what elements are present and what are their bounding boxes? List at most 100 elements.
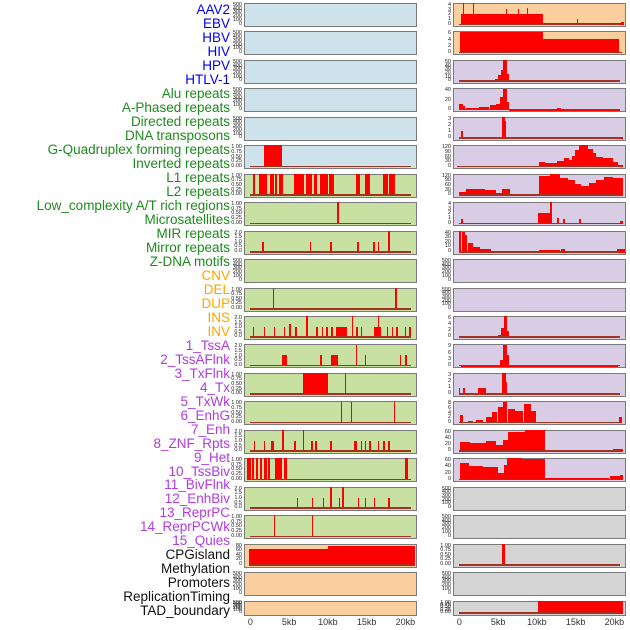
y-axis-label: 100 [232, 45, 242, 52]
data-bar [514, 411, 524, 424]
data-bar [328, 173, 335, 196]
y-axis-label: 30 [444, 234, 451, 241]
track-hpv: 500 400 300 200 100 0 [218, 115, 417, 141]
data-bar [569, 159, 573, 168]
row-label-13-reprpc: 13_ReprPC [159, 505, 230, 521]
y-axis-label: 100 [232, 102, 242, 109]
y-axis-label: 300 [232, 37, 242, 44]
y-axis-label: 300 [441, 578, 451, 585]
y-axis-label: 0.00 [231, 475, 242, 482]
data-bar [461, 131, 463, 139]
y-axis-label: 500 [441, 485, 451, 492]
row-label-hiv: HIV [207, 43, 230, 59]
y-axis-label: 4 [447, 2, 451, 8]
data-bar [395, 287, 397, 310]
y-axis-label: 1.5 [234, 319, 242, 326]
track-ebv: 500 400 300 200 100 0 [218, 31, 417, 56]
data-bar [373, 326, 381, 338]
y-axis-label: 0.0 [234, 333, 242, 340]
track-plot [244, 344, 417, 369]
y-axis-label: 500 [232, 115, 242, 122]
data-bar [507, 458, 523, 481]
data-bar [353, 440, 358, 452]
y-axis-label: 400 [232, 62, 242, 69]
y-axis-label: 4 [447, 36, 451, 43]
track-5-txwk: 120 90 60 30 0 [427, 173, 626, 198]
track-plot [244, 486, 417, 511]
row-label-aav2: AAV2 [196, 2, 230, 17]
y-axis-label: 0 [447, 475, 451, 482]
y-axis-label: 0.50 [231, 409, 242, 416]
data-bar [263, 145, 282, 168]
y-axis-label: 20 [444, 238, 451, 245]
data-bar [579, 145, 589, 168]
data-bar [572, 156, 576, 168]
data-bar [252, 458, 255, 481]
data-bar [537, 213, 550, 225]
data-bar [356, 326, 358, 338]
y-axis-label: 0.75 [440, 601, 451, 608]
y-axis-label: 9 [447, 343, 451, 350]
data-bar [595, 156, 603, 168]
track-plot [453, 259, 626, 284]
y-axis-label: 300 [232, 123, 242, 130]
y-axis-label: 1 [447, 15, 451, 22]
data-bar [503, 316, 508, 338]
track-plot [453, 429, 626, 454]
data-bar [501, 543, 505, 566]
data-bar [377, 440, 380, 452]
row-label-4-tx: 4_Tx [199, 379, 230, 395]
data-bar [288, 324, 291, 338]
data-bar [486, 416, 492, 424]
data-bar [268, 458, 271, 481]
data-bar [618, 417, 623, 424]
y-axis-label: 0.75 [231, 291, 242, 298]
y-axis-label: 6 [447, 314, 451, 321]
data-bar [364, 355, 367, 367]
y-axis-label: 0 [447, 390, 451, 397]
y-axis-label: 400 [441, 489, 451, 496]
data-bar [503, 439, 508, 452]
y-axis-label: 2.0 [234, 485, 242, 492]
y-axis-label: 3 [447, 115, 451, 122]
x-axis-tick-label: 15kb [356, 616, 377, 627]
data-bar [460, 462, 469, 481]
y-axis-label: 400 [232, 91, 242, 98]
y-axis-label: 6 [447, 404, 451, 411]
y-axis: 1.00 0.75 0.50 0.25 0.00 [218, 287, 244, 312]
y-axis-label: 40 [444, 463, 451, 470]
y-axis-label: 500 [441, 286, 451, 293]
data-bar [306, 316, 309, 338]
data-bar [537, 600, 624, 614]
y-axis-label: 0 [447, 333, 451, 340]
row-label-ebv: EBV [202, 15, 230, 31]
data-bar [364, 497, 367, 509]
data-bar [373, 241, 375, 253]
baseline [459, 336, 620, 338]
data-bar [314, 440, 318, 452]
data-bar [563, 158, 570, 168]
row-label-15-quies: 15_Quies [172, 533, 230, 549]
y-axis-label: 1 [447, 384, 451, 391]
data-bar [388, 497, 390, 509]
data-bar [253, 440, 256, 452]
y-axis-label: 100 [441, 301, 451, 308]
y-axis-label: 0.75 [440, 547, 451, 554]
baseline [459, 194, 620, 196]
row-label-12-enhbiv: 12_EnhBiv [164, 491, 230, 507]
data-bar [497, 75, 501, 82]
y-axis-label: 0.75 [231, 376, 242, 383]
data-bar [562, 218, 565, 225]
baseline [459, 251, 620, 253]
data-bar [330, 355, 338, 367]
y-axis-label: 0 [447, 504, 451, 511]
y-axis-label: 100 [232, 73, 242, 80]
data-bar [480, 249, 491, 253]
y-axis-label: 500 [232, 58, 242, 65]
track-1-tssa: 50 40 30 20 10 0 [427, 59, 626, 84]
y-axis: 500 400 300 200 100 0 [427, 286, 453, 312]
y-axis-label: 100 [441, 585, 451, 592]
